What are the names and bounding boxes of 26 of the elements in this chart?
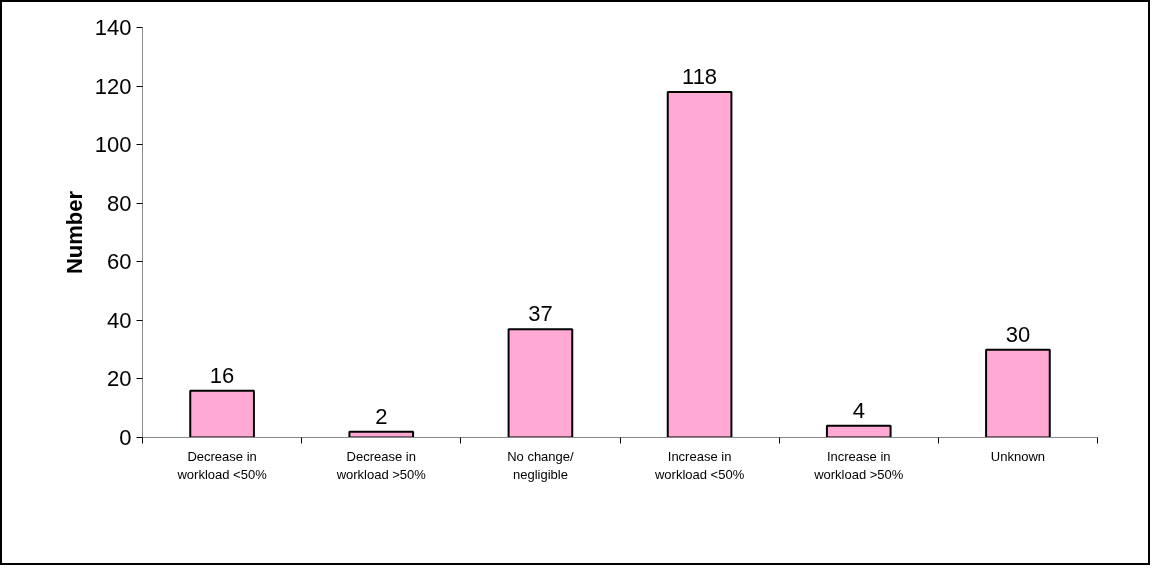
y-tick-label: 0 xyxy=(119,425,132,450)
x-tick-label: Increase in workload <50% xyxy=(653,448,745,482)
x-tick-label: Unknown xyxy=(990,448,1046,464)
x-tick-label: No change/ negligible xyxy=(507,448,575,482)
y-tick-label: 100 xyxy=(94,132,132,158)
data-label: 4 xyxy=(852,397,865,423)
y-tick-label: 80 xyxy=(107,190,132,216)
y-tick-label: 140 xyxy=(94,15,132,40)
y-axis-title: Number xyxy=(61,190,87,275)
data-label: 37 xyxy=(528,301,553,327)
data-label: 118 xyxy=(682,63,718,89)
y-tick-label: 60 xyxy=(107,249,132,275)
x-tick-label: Increase in workload >50% xyxy=(813,448,904,482)
data-label: 30 xyxy=(1005,321,1031,347)
x-tick-label: Decrease in workload >50% xyxy=(335,448,427,482)
data-label: 16 xyxy=(209,362,235,388)
data-label: 2 xyxy=(375,403,388,429)
bar xyxy=(825,424,892,438)
y-tick-label: 120 xyxy=(94,73,132,99)
bar xyxy=(507,328,574,438)
bar xyxy=(666,90,733,438)
bar xyxy=(189,389,255,438)
x-tick-label: Decrease in workload <50% xyxy=(176,448,268,482)
y-tick-label: 40 xyxy=(107,307,132,333)
bar xyxy=(985,348,1051,438)
y-tick-label: 20 xyxy=(107,366,132,392)
